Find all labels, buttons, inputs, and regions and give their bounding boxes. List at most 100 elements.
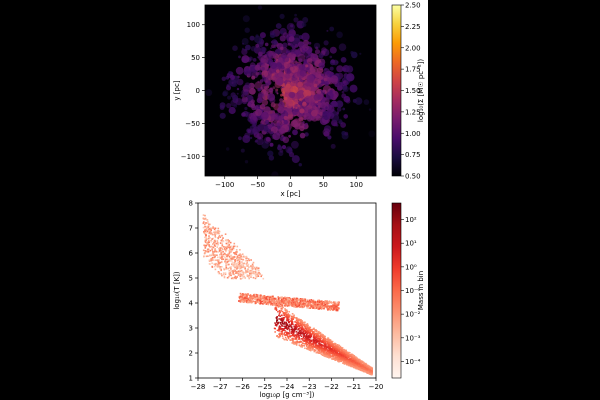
phase-bin [255,274,257,276]
phase-bin [274,308,276,310]
phase-bin [276,329,279,332]
phase-bin [307,335,310,337]
phase-bin [308,299,311,302]
phase-bin [208,259,211,262]
phase-bin [288,300,290,303]
density-map-image [205,5,376,176]
phase-bin [298,341,301,343]
phase-bin [324,354,327,356]
density-blob [299,132,306,139]
density-blob [330,143,336,149]
phase-bin [285,304,288,307]
phase-bin [327,301,330,303]
density-blob [269,97,276,104]
phase-bin [236,267,239,269]
phase-bin [318,352,320,354]
phase-bin [324,348,327,350]
phase-bin [229,241,232,244]
phase-bin [311,346,313,349]
phase-bin [354,363,356,365]
phase-bin [331,302,333,304]
phase-bin [295,343,298,345]
phase-bin [297,341,299,343]
phase-bin [217,259,219,262]
phase-bin [298,300,301,302]
density-blob [325,91,334,100]
phase-bin [302,338,304,340]
phase-bin [219,236,222,238]
phase-bin [309,332,311,334]
phase-bin [212,226,214,228]
phase-bin [292,337,294,340]
phase-bin [204,239,206,241]
phase-bin [330,308,333,311]
phase-bin [279,311,281,313]
phase-bin [328,348,330,351]
phase-bin [241,262,244,264]
phase-bin [310,339,313,342]
density-blob [352,98,357,103]
phase-bin [304,301,306,304]
phase-bin [293,325,295,328]
phase-bin [276,323,278,326]
phase-bin [339,346,341,349]
phase-bin [253,294,255,297]
phase-bin [281,329,284,332]
phase-bin [317,304,319,306]
density-blob [337,118,343,124]
phase-bin [319,331,322,334]
phase-bin [294,301,297,304]
phase-bin [254,277,257,280]
top-colorbar-tick-label: 0.50 [405,173,421,181]
phase-bin [305,341,307,344]
phase-bin [277,306,280,308]
phase-bin [346,351,348,353]
phase-bin [208,232,210,235]
phase-bin [213,231,215,234]
phase-bin [323,354,325,357]
density-blob [307,109,312,114]
phase-bin [291,332,294,334]
top-colorbar-tick-label: 1.75 [405,66,421,74]
phase-bin [336,344,338,346]
phase-bin [273,298,276,300]
phase-bin [233,242,236,245]
phase-bin [217,256,219,259]
phase-bin [356,361,358,363]
phase-bin [323,335,325,337]
phase-bin [302,326,304,329]
phase-bin [223,255,225,258]
phase-bin [238,262,241,264]
phase-bin [301,305,303,308]
phase-bin [280,321,282,324]
phase-bin [242,262,245,265]
phase-bin [278,300,281,302]
phase-bin [299,325,301,327]
phase-bin [225,268,228,270]
phase-bin [335,344,337,347]
phase-bin [286,331,288,334]
phase-bin [345,363,347,365]
phase-bin [305,301,307,303]
phase-bin [238,260,241,263]
phase-bin [311,303,314,305]
phase-bin [233,256,236,259]
phase-bin [302,340,304,342]
phase-bin [314,307,317,309]
phase-bin [326,349,328,352]
phase-bin [241,297,243,300]
density-blob [272,132,281,141]
density-blob [265,137,271,142]
phase-bin [291,334,294,336]
density-blob [250,116,258,124]
top-colorbar-tick-label: 1.00 [405,130,421,138]
phase-bin [242,297,244,299]
density-blob [324,81,330,86]
phase-bin [342,362,344,364]
density-blob [260,64,268,72]
phase-bin [321,354,324,356]
phase-bin [212,253,215,256]
top-x-tick-label: −50 [250,181,265,189]
phase-bin [291,329,294,331]
